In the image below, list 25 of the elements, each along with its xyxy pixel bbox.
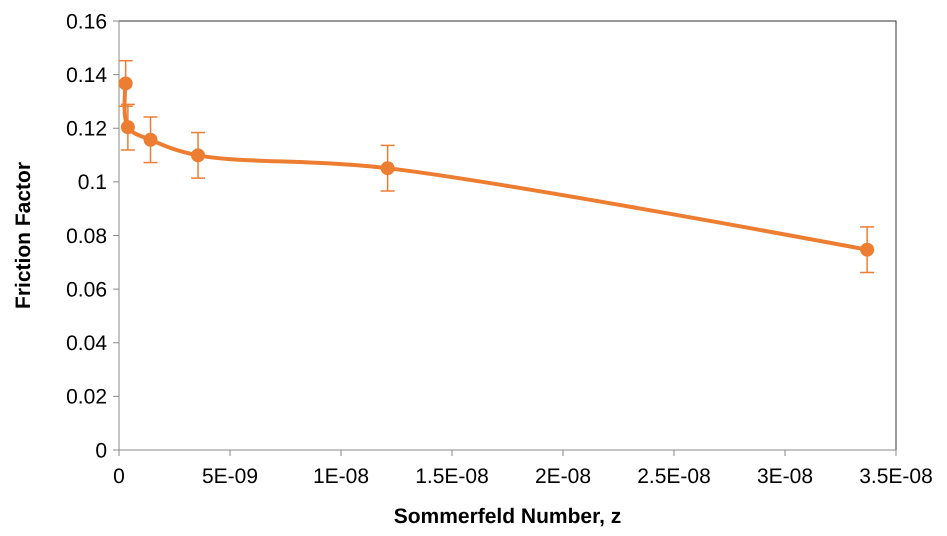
x-tick-label: 2.5E-08: [637, 465, 711, 488]
x-tick-label: 1.5E-08: [415, 465, 489, 488]
point: [118, 76, 133, 90]
x-axis-title: Sommerfeld Number, z: [394, 505, 622, 528]
y-tick-label: 0.02: [66, 386, 107, 409]
point: [860, 242, 874, 257]
x-tick-label: 2E-08: [534, 465, 592, 488]
y-tick-label: 0.1: [78, 171, 107, 194]
y-tick-label: 0.12: [66, 118, 107, 141]
point: [120, 120, 135, 134]
point: [380, 161, 395, 176]
y-tick-label: 0.06: [66, 278, 107, 302]
y-tick-label: 0.08: [66, 224, 107, 248]
y-tick-label: 0.16: [66, 10, 107, 34]
x-tick-label: 3.5E-08: [859, 465, 933, 488]
x-tick-label: 1E-08: [312, 465, 370, 488]
y-axis-title: Friction Factor: [12, 162, 35, 310]
point: [191, 148, 206, 162]
point: [144, 132, 158, 147]
y-tick-label: 0: [95, 439, 107, 462]
x-tick-label: 0: [113, 465, 125, 488]
x-tick-label: 3E-08: [756, 465, 814, 488]
x-tick-label: 5E-09: [202, 465, 258, 488]
y-tick-label: 0.14: [66, 64, 108, 87]
y-tick-label: 0.04: [66, 332, 108, 356]
